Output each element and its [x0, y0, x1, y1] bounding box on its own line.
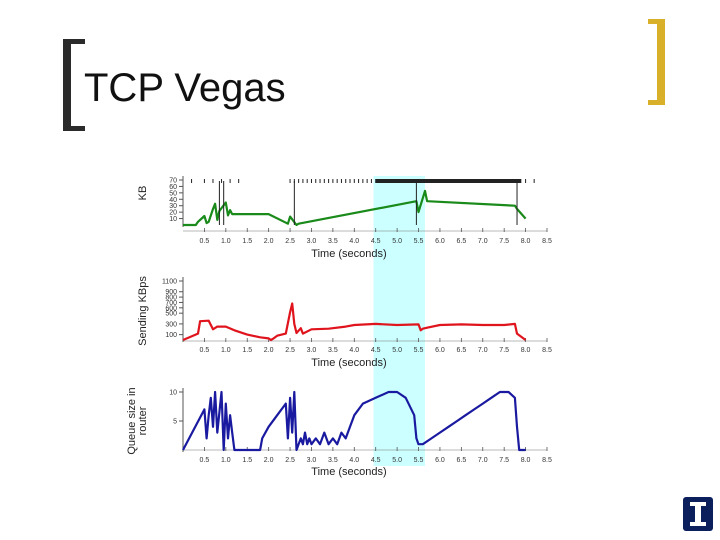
x-tick-label: 4.5: [371, 457, 381, 464]
x-tick-label: 1.0: [221, 347, 231, 354]
x-tick-label: 8.5: [542, 347, 552, 354]
university-logo: [683, 497, 713, 531]
y-tick-label: 600: [165, 305, 177, 312]
left-bracket-bar: [63, 39, 71, 131]
x-tick-label: 7.0: [478, 457, 488, 464]
x-axis-label: Time (seconds): [311, 357, 386, 369]
x-tick-label: 4.0: [349, 347, 359, 354]
y-tick-label: 10: [169, 216, 177, 223]
x-tick-label: 8.0: [521, 347, 531, 354]
x-tick-label: 2.0: [264, 457, 274, 464]
x-tick-label: 2.0: [264, 238, 274, 245]
y-tick-label: 300: [165, 321, 177, 328]
y-tick-label: 1100: [162, 279, 177, 286]
x-tick-label: 0.5: [200, 347, 210, 354]
x-tick-label: 6.5: [456, 457, 466, 464]
y-tick-label: 20: [169, 210, 177, 217]
x-tick-label: 8.0: [521, 238, 531, 245]
highlight-band: [373, 176, 425, 466]
right-bracket-top: [648, 19, 665, 24]
chart-panel-3: 10 5 0.5 1.0 1.5 2.0 2.5 3.0 3.5 4.0 4.5 5.0 5.5 6.0 6…: [126, 387, 552, 478]
x-tick-label: 3.5: [328, 457, 338, 464]
y-tick-label: 60: [169, 184, 177, 191]
x-tick-label: 5.5: [414, 347, 424, 354]
x-tick-label: 5.0: [392, 457, 402, 464]
x-tick-label: 6.0: [435, 457, 445, 464]
y-tick-label: 70: [169, 178, 177, 185]
x-tick-label: 8.5: [542, 238, 552, 245]
x-tick-label: 4.5: [371, 347, 381, 354]
y-tick-label: 50: [169, 190, 177, 197]
event-marker-dense: [375, 179, 522, 183]
x-tick-label: 3.0: [307, 457, 317, 464]
y-tick-label: 700: [165, 300, 177, 307]
x-tick-label: 2.0: [264, 347, 274, 354]
y-tick-label: 500: [165, 311, 177, 318]
x-tick-label: 7.5: [499, 457, 509, 464]
x-tick-label: 8.0: [521, 457, 531, 464]
x-tick-label: 7.0: [478, 347, 488, 354]
x-tick-label: 0.5: [200, 238, 210, 245]
x-axis-label: Time (seconds): [311, 466, 386, 478]
y-tick-label: 40: [169, 197, 177, 204]
x-tick-label: 6.5: [456, 347, 466, 354]
y-tick-label: 10: [169, 390, 177, 397]
x-tick-label: 3.0: [307, 238, 317, 245]
x-tick-label: 7.0: [478, 238, 488, 245]
x-tick-label: 3.5: [328, 347, 338, 354]
y-tick-label: 30: [169, 203, 177, 210]
series-line-1: [183, 189, 527, 227]
x-tick-label: 3.0: [307, 347, 317, 354]
x-tick-label: 6.5: [456, 238, 466, 245]
x-tick-label: 5.0: [392, 347, 402, 354]
x-tick-label: 4.0: [349, 238, 359, 245]
left-bracket-bottom: [63, 126, 85, 131]
x-axis-label: Time (seconds): [311, 248, 386, 260]
series-line-1: [182, 302, 527, 342]
x-tick-label: 2.5: [285, 457, 295, 464]
x-tick-label: 5.0: [392, 238, 402, 245]
logo-i-icon: [690, 502, 706, 526]
x-tick-label: 3.5: [328, 238, 338, 245]
x-tick-label: 1.5: [242, 457, 252, 464]
x-tick-label: 5.5: [414, 457, 424, 464]
x-tick-label: 6.0: [435, 238, 445, 245]
x-tick-label: 7.5: [499, 238, 509, 245]
x-tick-label: 1.0: [221, 457, 231, 464]
y-axis-label: KB: [137, 186, 149, 201]
series-line-1: [182, 390, 526, 452]
x-tick-label: 2.5: [285, 238, 295, 245]
x-tick-label: 0.5: [200, 457, 210, 464]
x-tick-label: 4.0: [349, 457, 359, 464]
y-tick-label: 900: [165, 289, 177, 296]
x-tick-label: 8.5: [542, 457, 552, 464]
y-tick-label: 800: [165, 295, 177, 302]
x-tick-label: 2.5: [285, 347, 295, 354]
right-bracket-bottom: [648, 100, 665, 105]
x-tick-label: 7.5: [499, 347, 509, 354]
x-tick-label: 1.5: [242, 347, 252, 354]
slide-title: TCP Vegas: [84, 66, 286, 110]
y-tick-label: 5: [173, 419, 177, 426]
y-tick-label: 100: [165, 332, 177, 339]
x-tick-label: 1.5: [242, 238, 252, 245]
left-bracket-top: [63, 39, 85, 44]
y-axis-label: Sending KBps: [137, 276, 149, 346]
x-tick-label: 4.5: [371, 238, 381, 245]
y-axis-label: Queue size inrouter: [126, 387, 149, 454]
right-bracket-bar: [657, 19, 665, 105]
x-tick-label: 6.0: [435, 347, 445, 354]
x-tick-label: 1.0: [221, 238, 231, 245]
x-tick-label: 5.5: [414, 238, 424, 245]
